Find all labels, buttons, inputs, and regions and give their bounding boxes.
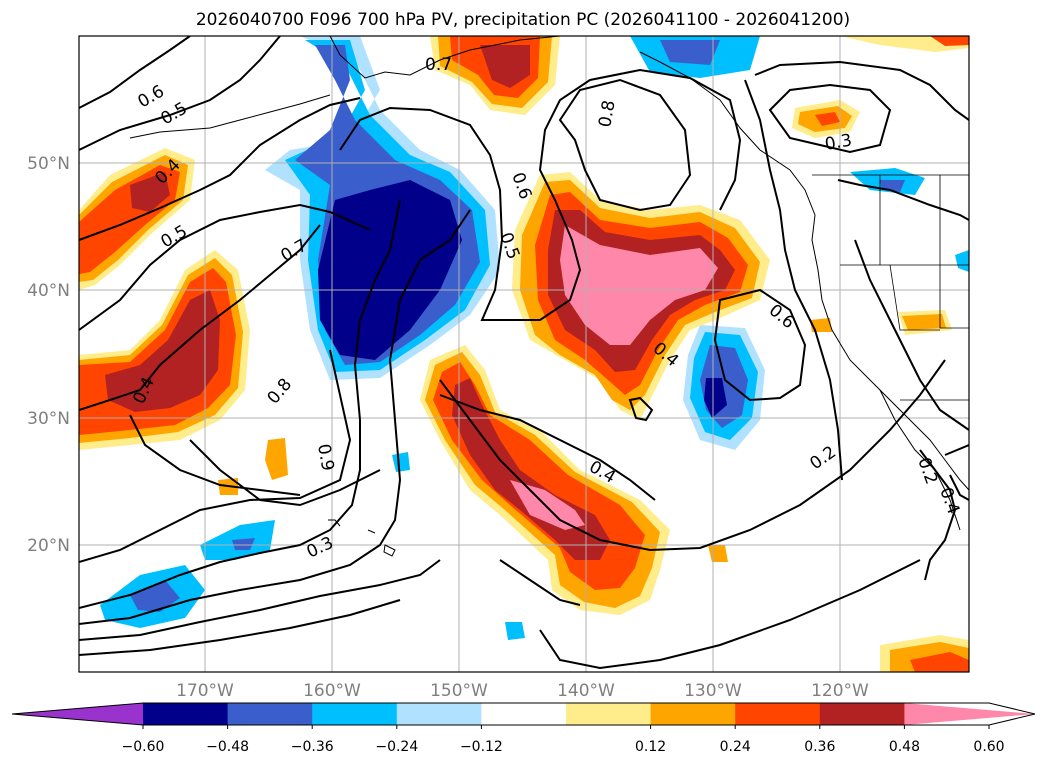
contour-label: 0.7 xyxy=(425,55,452,75)
lat-label: 50°N xyxy=(27,154,70,174)
lon-label: 170°W xyxy=(176,681,234,701)
figure-title: 2026040700 F096 700 hPa PV, precipitatio… xyxy=(196,10,850,30)
lon-label: 140°W xyxy=(557,681,615,701)
colorbar-segment xyxy=(566,703,652,725)
colorbar-tick-label: 0.48 xyxy=(889,739,920,755)
colorbar-segment xyxy=(396,703,482,725)
colorbar-segment xyxy=(735,703,821,725)
contour-label: 0.3 xyxy=(823,131,853,155)
map-frame xyxy=(78,35,970,673)
colorbar-segment xyxy=(143,703,229,725)
baja-coastline xyxy=(879,389,961,531)
colorbar-tick-label: 0.24 xyxy=(720,739,751,755)
colorbar-segment xyxy=(650,703,736,725)
colorbar-outline xyxy=(11,702,1036,726)
lat-label: 30°N xyxy=(27,409,70,429)
contour-label: 0.8 xyxy=(595,99,619,129)
bc-coastline xyxy=(639,51,816,216)
lat-label: 20°N xyxy=(27,536,70,556)
latitude-labels: 50°N 40°N 30°N 20°N xyxy=(27,154,70,556)
hawaii-islands xyxy=(328,519,396,557)
colorbar-tick-label: 0.12 xyxy=(635,739,666,755)
colorbar-tick-label: −0.48 xyxy=(206,739,249,755)
pv-contours xyxy=(79,36,969,670)
graticule xyxy=(79,36,969,672)
lon-label: 160°W xyxy=(303,681,361,701)
longitude-labels: 170°W 160°W 150°W 140°W 130°W 120°W xyxy=(176,681,869,701)
lat-label: 40°N xyxy=(27,281,70,301)
precip-anomaly-shading xyxy=(79,36,969,672)
colorbar-tick-label: −0.12 xyxy=(460,739,503,755)
colorbar-segment xyxy=(819,703,905,725)
lon-label: 150°W xyxy=(430,681,488,701)
lon-label: 120°W xyxy=(811,681,869,701)
colorbar-tick-label: −0.24 xyxy=(375,739,418,755)
colorbar-tick-label: −0.60 xyxy=(122,739,165,755)
coastlines xyxy=(129,36,969,557)
colorbar-segments xyxy=(12,703,1035,725)
colorbar-tick-label: −0.36 xyxy=(291,739,334,755)
colorbar-tick-label: 0.36 xyxy=(804,739,835,755)
colorbar-ticks: −0.60 −0.48 −0.36 −0.24 −0.12 0.12 0.24 0.36 0.4… xyxy=(122,725,1005,755)
colorbar-segment xyxy=(481,703,567,725)
colorbar-segment xyxy=(227,703,313,725)
colorbar-segment xyxy=(312,703,398,725)
contour-label: 0.9 xyxy=(313,442,337,472)
colorbar-tick-label: 0.60 xyxy=(973,739,1004,755)
colorbar: −0.60 −0.48 −0.36 −0.24 −0.12 0.12 0.24 0.36 0.4… xyxy=(11,702,1036,755)
alaska-coastline xyxy=(329,36,561,79)
state-borders xyxy=(840,175,969,331)
colorbar-segment-extend-min xyxy=(12,703,143,725)
us-west-coastline xyxy=(811,214,969,491)
map-panel: 0.6 0.5 0.4 0.5 0.7 0.4 0.8 0.9 0.3 0.7 … xyxy=(79,36,969,672)
colorbar-segment-extend-max xyxy=(904,703,1035,725)
lon-label: 130°W xyxy=(684,681,742,701)
